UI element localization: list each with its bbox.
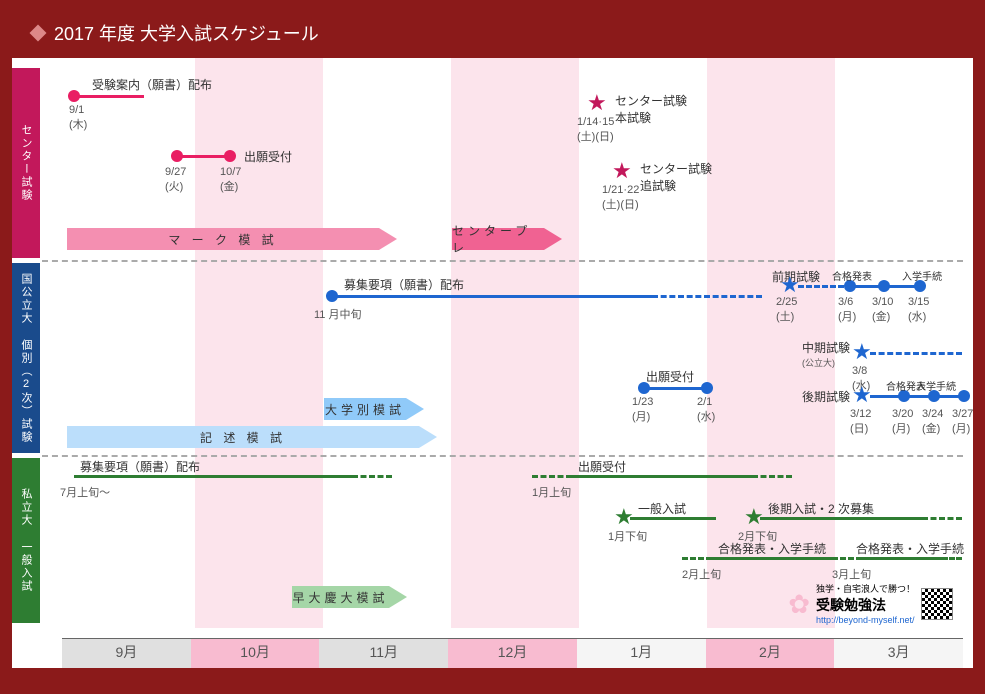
event-label: 出願受付 bbox=[244, 148, 292, 165]
event-label: 3/20(月) bbox=[892, 408, 913, 436]
event-label: 1/14·15(土)(日) bbox=[577, 116, 614, 144]
event-label: 2/25(土) bbox=[776, 296, 797, 324]
event-label: 出願受付 bbox=[578, 458, 626, 475]
page-title: 2017 年度 大学入試スケジュール bbox=[54, 20, 319, 46]
event-dash bbox=[682, 557, 712, 560]
event-label: 9/27(火) bbox=[165, 166, 186, 194]
event-label: 募集要項（願書）配布 bbox=[80, 458, 200, 475]
event-dash bbox=[798, 285, 844, 288]
event-label: 合格発表・入学手続 bbox=[718, 540, 826, 557]
footer-link[interactable]: http://beyond-myself.net/ bbox=[816, 615, 915, 625]
event-dash bbox=[532, 475, 572, 478]
star-icon: ★ bbox=[852, 341, 872, 363]
star-icon: ★ bbox=[612, 160, 632, 182]
event-dash bbox=[832, 557, 862, 560]
row-tab: 国公立大 個別（2次）試験 bbox=[12, 263, 40, 453]
event-label: 後期入試・2 次募集 bbox=[768, 500, 874, 517]
month-cell: 1月 bbox=[577, 638, 706, 668]
month-bg bbox=[195, 58, 323, 628]
event-label: 3/15(水) bbox=[908, 296, 929, 324]
event-label: 受験案内（願書）配布 bbox=[92, 76, 212, 93]
month-cell: 10月 bbox=[191, 638, 320, 668]
row-separator bbox=[42, 260, 963, 262]
flower-icon: ✿ bbox=[788, 589, 810, 620]
event-label: 2/1(水) bbox=[697, 396, 715, 424]
event-label: 1月上旬 bbox=[532, 484, 571, 500]
event-dash bbox=[752, 475, 792, 478]
event-label: センター試験追試験 bbox=[640, 160, 712, 194]
month-cell: 12月 bbox=[448, 638, 577, 668]
arrow-band: 早大慶大模試 bbox=[292, 586, 407, 608]
event-label: 入学手続 bbox=[902, 268, 942, 283]
event-label: 3/12(日) bbox=[850, 408, 871, 436]
event-line bbox=[332, 295, 652, 298]
event-label: 合格発表・入学手続 bbox=[856, 540, 964, 557]
month-cell: 9月 bbox=[62, 638, 191, 668]
event-dash bbox=[352, 475, 392, 478]
event-label: 3/6(月) bbox=[838, 296, 856, 324]
month-bg bbox=[451, 58, 579, 628]
arrow-band: 大学別模試 bbox=[324, 398, 424, 420]
event-line bbox=[74, 95, 144, 98]
arrow-band: マ ー ク 模 試 bbox=[67, 228, 397, 250]
month-cell: 2月 bbox=[706, 638, 835, 668]
month-cell: 3月 bbox=[834, 638, 963, 668]
footer: ✿ 独学・自宅浪人で勝つ！ 受験勉強法 http://beyond-myself… bbox=[788, 582, 953, 626]
diamond-icon bbox=[30, 25, 47, 42]
event-line bbox=[850, 285, 920, 288]
timeline: センター試験国公立大 個別（2次）試験私立大 一般入試 受験案内（願書）配布 9/1… bbox=[12, 58, 973, 668]
event-label: 一般入試 bbox=[638, 500, 686, 517]
event-dash bbox=[922, 517, 962, 520]
event-label: 1月下旬 bbox=[608, 528, 647, 544]
month-cell: 11月 bbox=[319, 638, 448, 668]
event-label: 1/21·22(土)(日) bbox=[602, 184, 639, 212]
event-label: 10/7(金) bbox=[220, 166, 241, 194]
event-line bbox=[572, 475, 752, 478]
event-label: 3/10(金) bbox=[872, 296, 893, 324]
star-icon: ★ bbox=[780, 274, 800, 296]
event-label: 募集要項（願書）配布 bbox=[344, 276, 464, 293]
event-line bbox=[177, 155, 230, 158]
event-line bbox=[862, 557, 942, 560]
event-label: 中期試験(公立大) bbox=[802, 339, 850, 369]
event-label: 出願受付 bbox=[646, 368, 694, 385]
arrow-band: 記 述 模 試 bbox=[67, 426, 437, 448]
event-label: 入学手続 bbox=[916, 378, 956, 393]
event-label: 2月上旬 bbox=[682, 566, 721, 582]
event-line bbox=[760, 517, 922, 520]
star-icon: ★ bbox=[852, 384, 872, 406]
title-bar: 2017 年度 大学入試スケジュール bbox=[12, 12, 973, 54]
row-tab: 私立大 一般入試 bbox=[12, 458, 40, 623]
event-dash bbox=[870, 352, 962, 355]
event-label: 後期試験 bbox=[802, 388, 850, 405]
event-line bbox=[870, 395, 964, 398]
event-label: 1/23(月) bbox=[632, 396, 653, 424]
event-label: 7月上旬～ bbox=[60, 484, 110, 500]
event-label: センター試験本試験 bbox=[615, 92, 687, 126]
chart-panel: センター試験国公立大 個別（2次）試験私立大 一般入試 受験案内（願書）配布 9/1… bbox=[12, 58, 973, 668]
qr-icon bbox=[921, 588, 953, 620]
event-label: 9/1(木) bbox=[69, 104, 87, 132]
frame: 2017 年度 大学入試スケジュール センター試験国公立大 個別（2次）試験私立… bbox=[0, 0, 985, 694]
event-label: 合格発表 bbox=[832, 268, 872, 283]
event-dash bbox=[942, 557, 962, 560]
event-line bbox=[630, 517, 716, 520]
month-axis: 9月10月11月12月1月2月3月 bbox=[62, 638, 963, 668]
arrow-band: センタープレ bbox=[452, 228, 562, 250]
event-line bbox=[712, 557, 832, 560]
event-dash bbox=[652, 295, 762, 298]
row-tab: センター試験 bbox=[12, 68, 40, 258]
event-label: 11 月中旬 bbox=[314, 306, 361, 322]
event-line bbox=[74, 475, 352, 478]
event-label: 3/27(月) bbox=[952, 408, 973, 436]
star-icon: ★ bbox=[587, 92, 607, 114]
event-label: 3月上旬 bbox=[832, 566, 871, 582]
row-separator bbox=[42, 455, 963, 457]
event-label: 3/24(金) bbox=[922, 408, 943, 436]
event-line bbox=[644, 387, 707, 390]
